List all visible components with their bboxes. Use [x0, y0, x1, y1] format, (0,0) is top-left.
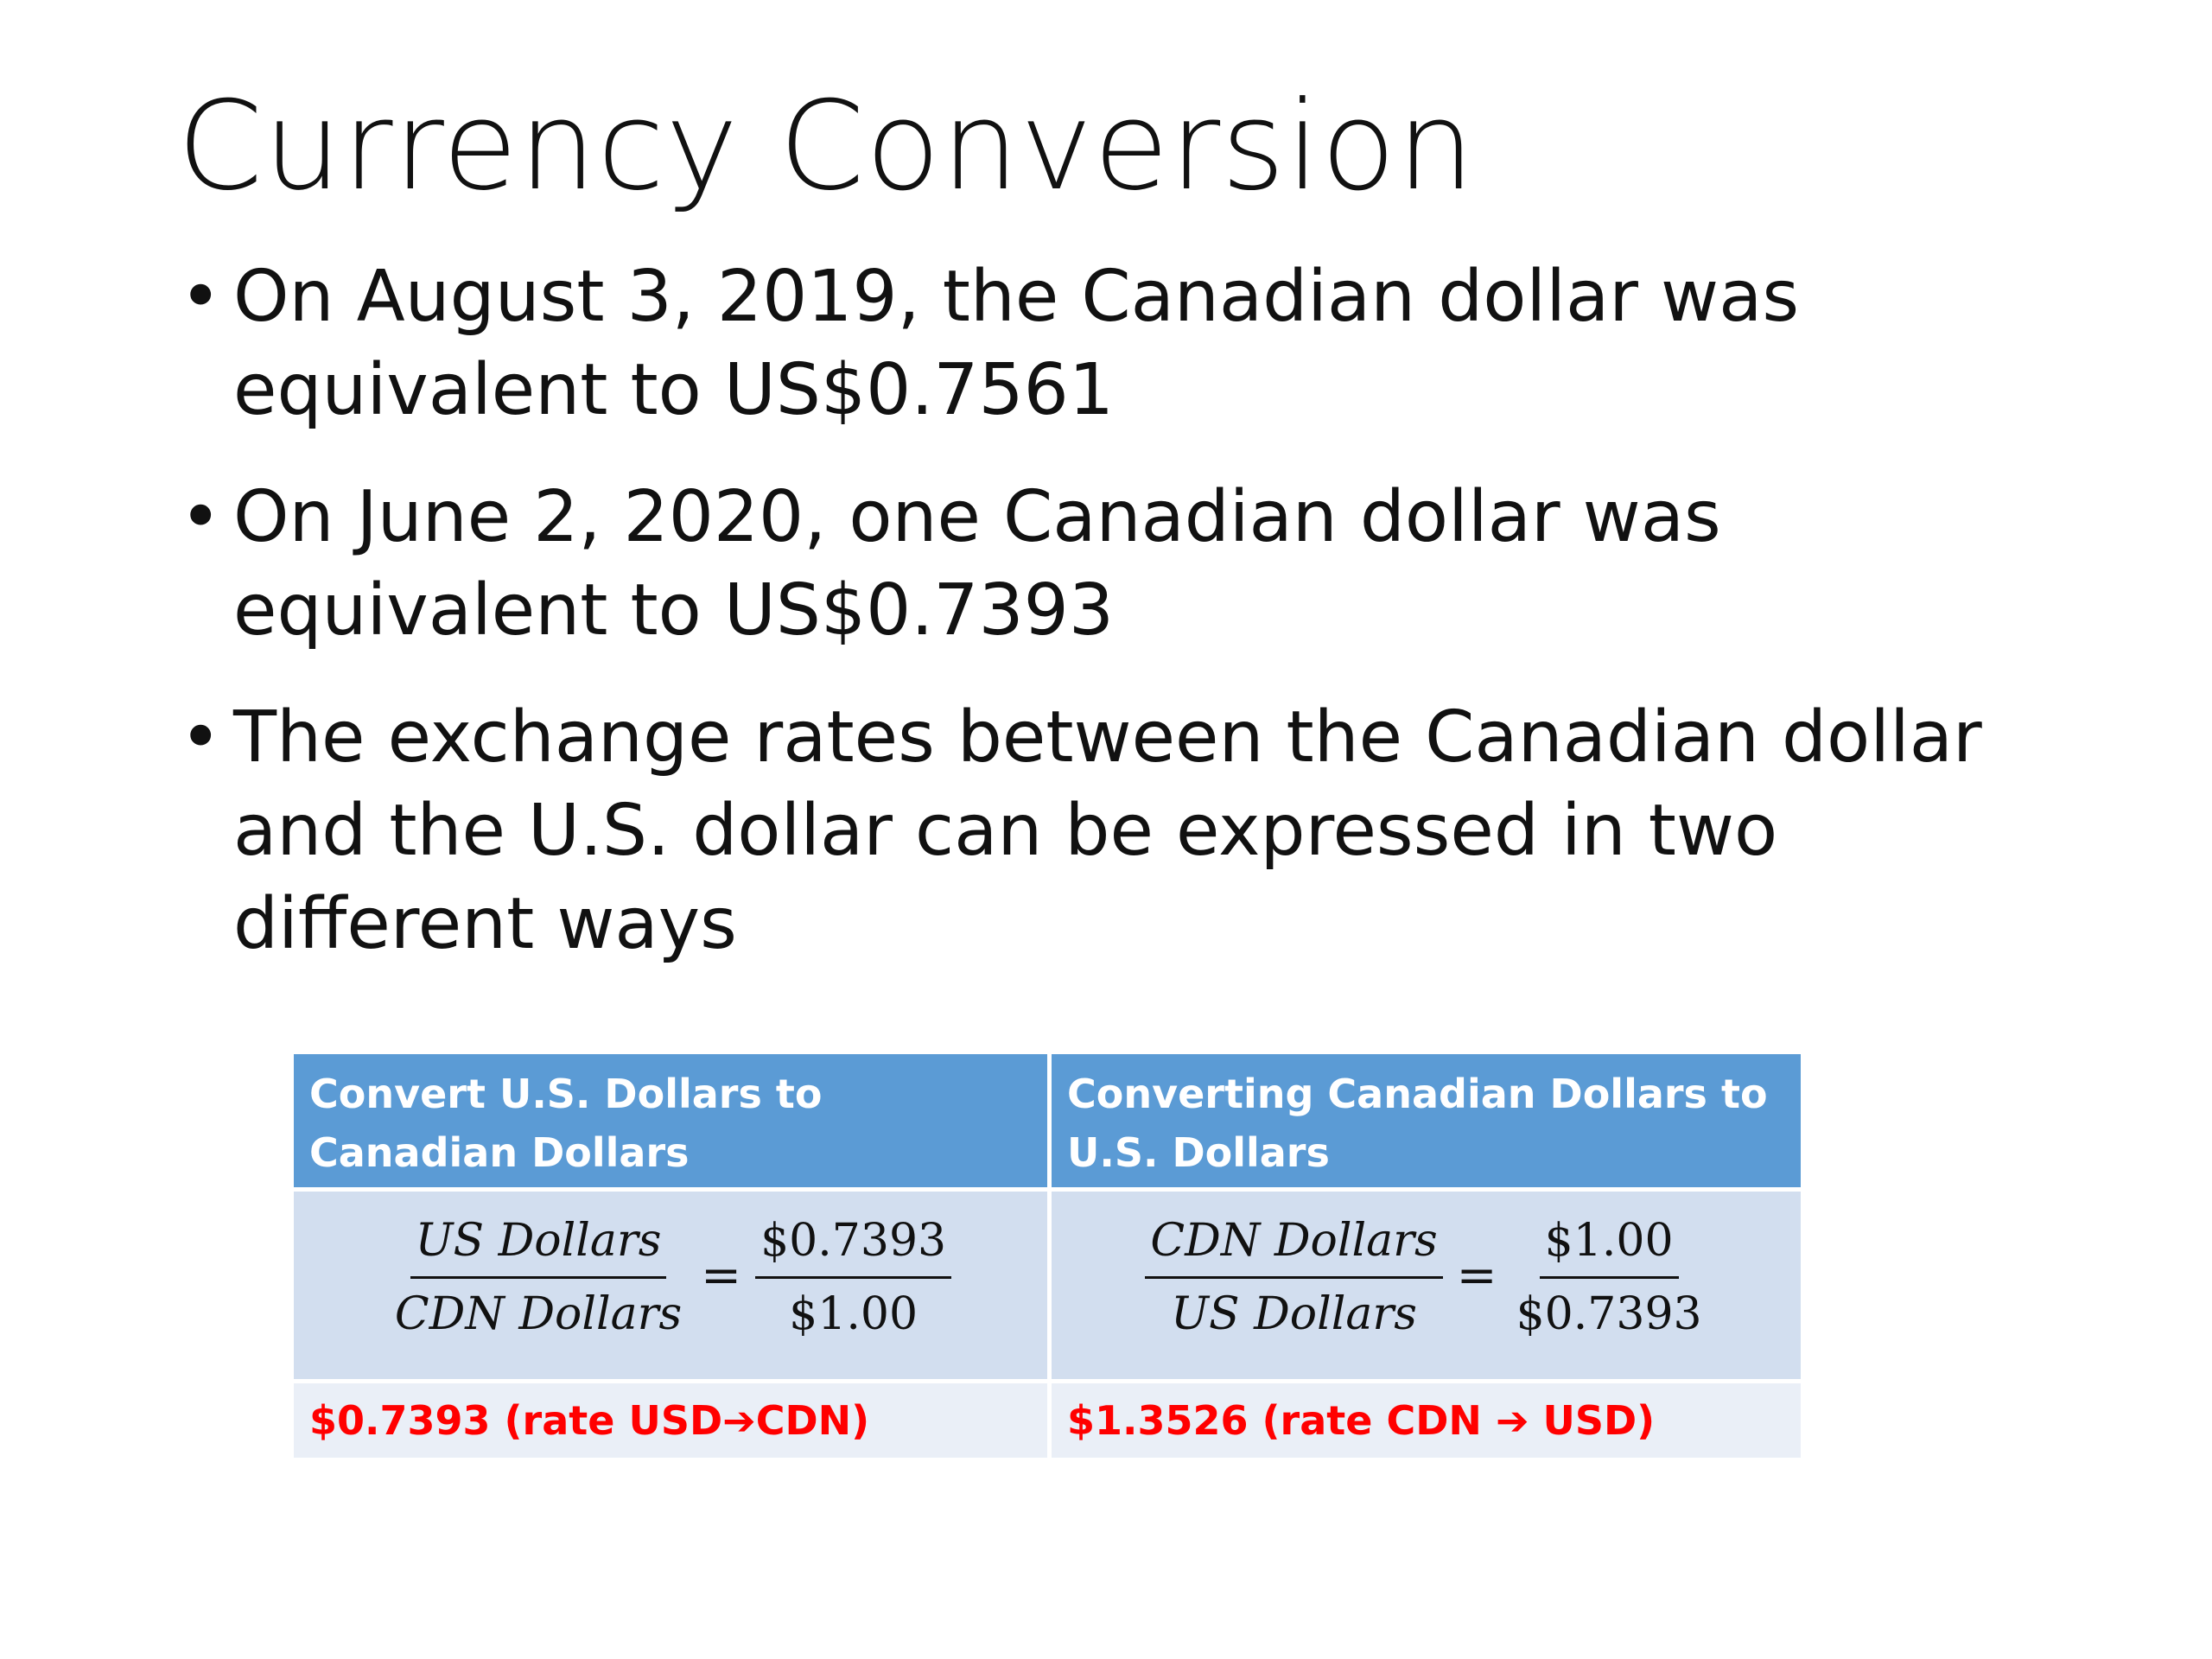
rate-cdn-to-usd: $1.3526 (rate CDN ➔ USD)	[1047, 1383, 1801, 1458]
fraction-denominator: US Dollars	[1171, 1288, 1417, 1340]
bullet-list: • On August 3, 2019, the Canadian dollar…	[173, 251, 2031, 1005]
conversion-table: Convert U.S. Dollars to Canadian Dollars…	[294, 1054, 1801, 1458]
equals-sign: =	[1456, 1247, 1497, 1304]
fraction-denominator: $1.00	[789, 1288, 918, 1340]
slide-title: Currency Conversion	[177, 75, 1476, 218]
formula-cdn-to-usd: CDN Dollars US Dollars = $1.00 $0.7393	[1052, 1192, 1801, 1346]
bullet-text-line: equivalent to US$0.7393	[233, 569, 1114, 652]
bullet-text-line: equivalent to US$0.7561	[233, 349, 1114, 431]
header-cdn-to-usd: Converting Canadian Dollars to U.S. Doll…	[1047, 1054, 1801, 1192]
fraction-right: $0.7393 $1.00	[755, 1209, 952, 1346]
fraction-numerator: $0.7393	[755, 1209, 952, 1279]
equals-sign: =	[701, 1247, 742, 1304]
bullet-dot-icon: •	[180, 256, 222, 338]
table-row-formula: US Dollars CDN Dollars = $0.7393 $1.00 C	[294, 1192, 1801, 1383]
table-header-row: Convert U.S. Dollars to Canadian Dollars…	[294, 1054, 1801, 1192]
fraction-left: CDN Dollars US Dollars	[1145, 1209, 1443, 1346]
formula-usd-to-cdn: US Dollars CDN Dollars = $0.7393 $1.00	[294, 1192, 1047, 1346]
fraction-numerator: US Dollars	[410, 1209, 667, 1279]
fraction-right: $1.00 $0.7393	[1511, 1209, 1707, 1346]
fraction-left: US Dollars CDN Dollars	[390, 1209, 687, 1346]
bullet-text-line: different ways	[233, 883, 737, 965]
fraction-numerator: CDN Dollars	[1145, 1209, 1443, 1279]
fraction-numerator: $1.00	[1539, 1209, 1679, 1279]
bullet-dot-icon: •	[180, 476, 222, 558]
formula-cell-cdn-to-usd: CDN Dollars US Dollars = $1.00 $0.7393	[1047, 1192, 1801, 1383]
bullet-item: • The exchange rates between the Canadia…	[173, 691, 2031, 971]
fraction-denominator: CDN Dollars	[394, 1288, 683, 1340]
table-row-rate: $0.7393 (rate USD➔CDN) $1.3526 (rate CDN…	[294, 1383, 1801, 1458]
bullet-text-line: The exchange rates between the Canadian …	[233, 696, 1982, 779]
bullet-item: • On August 3, 2019, the Canadian dollar…	[173, 251, 2031, 437]
formula-cell-usd-to-cdn: US Dollars CDN Dollars = $0.7393 $1.00	[294, 1192, 1047, 1383]
bullet-item: • On June 2, 2020, one Canadian dollar w…	[173, 471, 2031, 658]
bullet-text-line: On June 2, 2020, one Canadian dollar was	[233, 476, 1721, 558]
bullet-text-line: On August 3, 2019, the Canadian dollar w…	[233, 256, 1800, 338]
bullet-text-line: and the U.S. dollar can be expressed in …	[233, 790, 1778, 872]
fraction-denominator: $0.7393	[1516, 1288, 1702, 1340]
header-usd-to-cdn: Convert U.S. Dollars to Canadian Dollars	[294, 1054, 1047, 1192]
bullet-dot-icon: •	[180, 696, 222, 779]
rate-usd-to-cdn: $0.7393 (rate USD➔CDN)	[294, 1383, 1047, 1458]
